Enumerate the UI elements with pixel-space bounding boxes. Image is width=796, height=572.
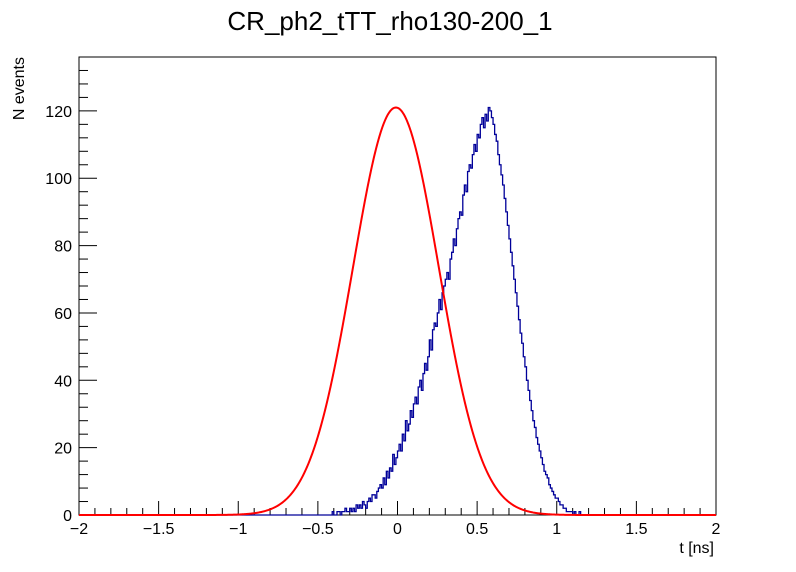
y-axis: 0 20 40 60 80 100 120 [45,56,97,525]
x-tick-label: 1 [552,521,561,538]
x-tick-label: −2 [70,521,88,538]
y-tick-label: 80 [54,239,72,256]
x-tick-label: 0.5 [466,521,488,538]
x-axis: −2 −1.5 −1 −0.5 0 0.5 1 1.5 2 [70,501,721,538]
x-tick-label: 1.5 [625,521,647,538]
y-tick-label: 100 [45,171,72,188]
x-tick-label: −1.5 [143,521,175,538]
x-tick-label: −0.5 [302,521,334,538]
x-tick-label: 2 [712,521,721,538]
y-tick-label: 120 [45,104,72,121]
y-tick-label: 40 [54,373,72,390]
chart-title: CR_ph2_tTT_rho130-200_1 [227,6,552,36]
y-tick-label: 20 [54,441,72,458]
y-axis-label: N events [11,57,28,120]
fit-series [79,106,716,516]
histogram-series [79,106,716,516]
plot-frame [78,56,717,516]
x-tick-label: −1 [229,521,247,538]
fit-curve [79,106,716,516]
y-tick-label: 0 [63,508,72,525]
histogram-bars [79,106,716,516]
x-tick-label: 0 [393,521,402,538]
x-axis-label: t [ns] [679,540,714,557]
y-tick-label: 60 [54,306,72,323]
